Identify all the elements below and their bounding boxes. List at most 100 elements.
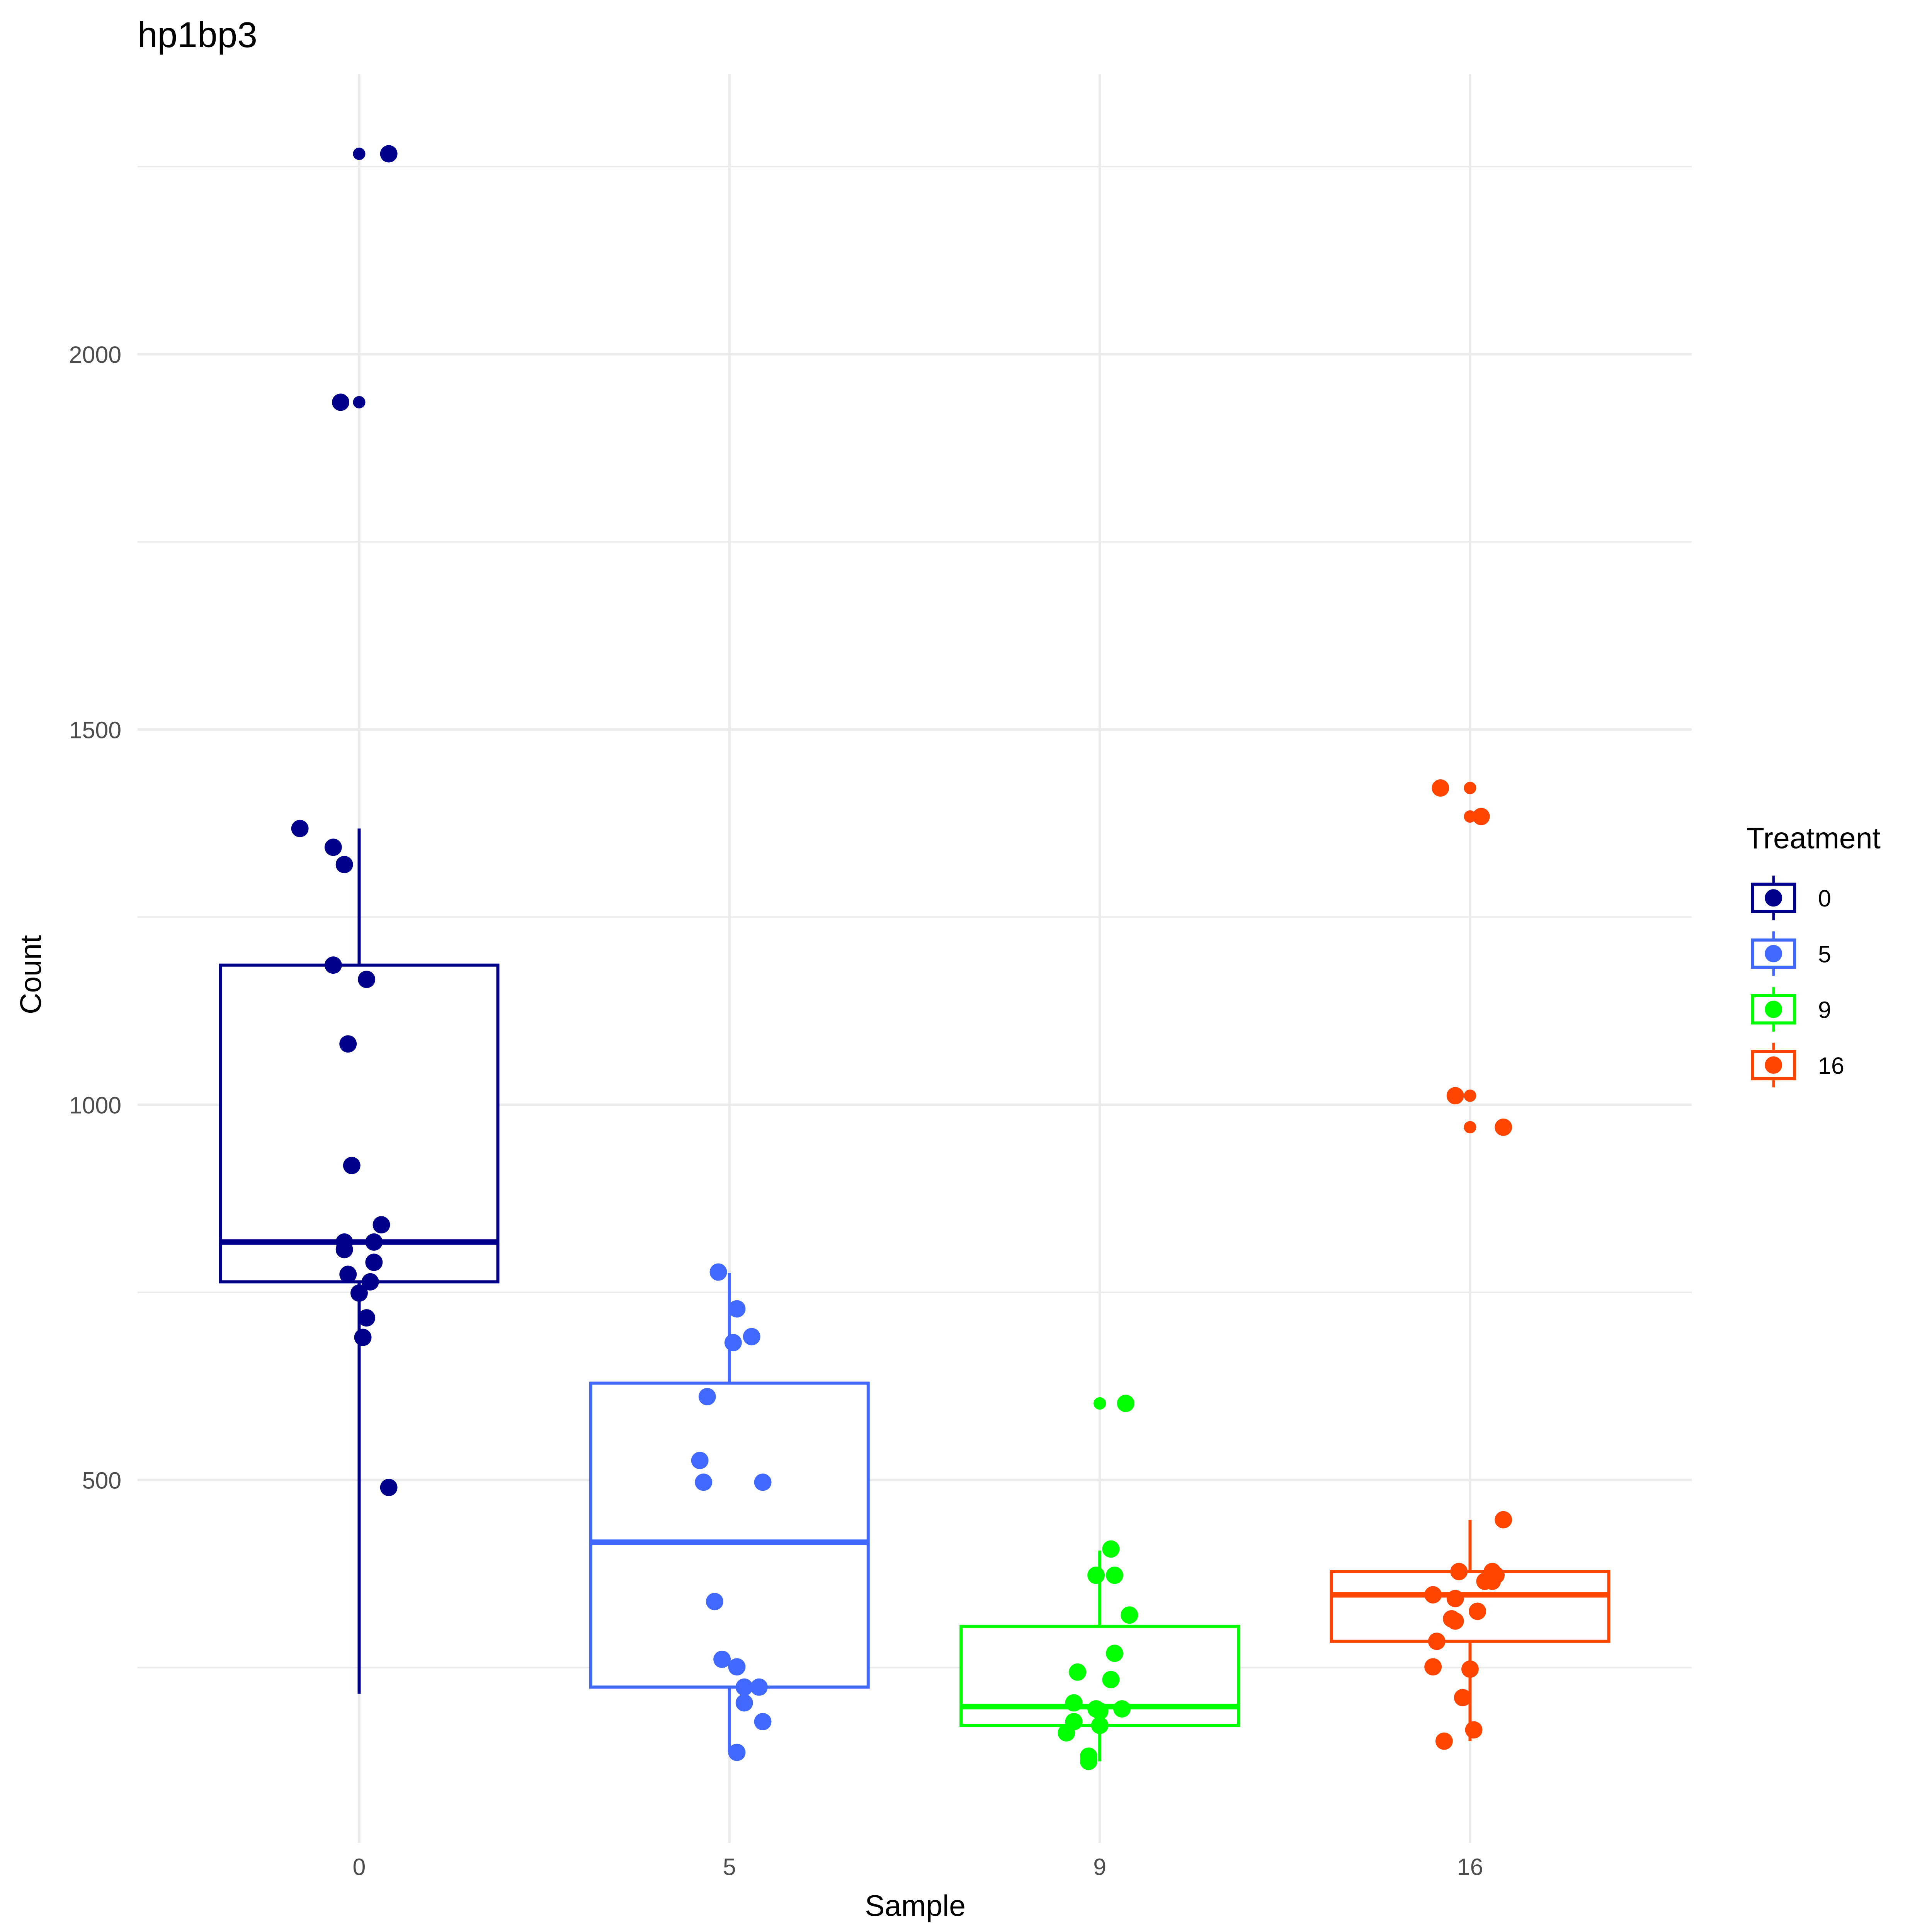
data-point — [343, 1156, 361, 1174]
y-tick-label: 1000 — [69, 1092, 121, 1118]
legend-label: 16 — [1818, 1053, 1844, 1079]
data-point — [1450, 1563, 1468, 1580]
data-point — [1461, 1660, 1479, 1678]
data-point — [1102, 1671, 1120, 1689]
data-point — [324, 956, 342, 974]
data-point — [372, 1216, 390, 1234]
legend-title: Treatment — [1746, 822, 1881, 855]
data-point — [1065, 1694, 1083, 1712]
data-point — [1117, 1395, 1134, 1412]
legend-key-point — [1765, 1056, 1782, 1074]
data-point — [735, 1678, 753, 1696]
data-point — [332, 393, 350, 411]
data-point — [750, 1678, 768, 1696]
data-point — [1446, 1590, 1464, 1607]
data-point — [1102, 1540, 1120, 1558]
data-point — [1446, 1087, 1464, 1105]
legend-key-point — [1765, 889, 1782, 907]
legend-label: 9 — [1818, 997, 1831, 1023]
data-point — [709, 1263, 727, 1281]
y-tick-label: 1500 — [69, 717, 121, 743]
data-point — [728, 1658, 746, 1676]
data-point — [335, 1241, 353, 1259]
data-point — [358, 1309, 376, 1327]
data-point — [1069, 1663, 1087, 1681]
x-tick-label: 9 — [1093, 1854, 1106, 1880]
y-tick-label: 2000 — [69, 342, 121, 368]
outlier-point — [353, 396, 366, 408]
x-tick-label: 0 — [353, 1854, 366, 1880]
y-axis-label: Count — [14, 935, 48, 1014]
data-point — [1432, 779, 1449, 797]
chart-title: hp1bp3 — [138, 15, 257, 55]
legend-key-box — [1751, 1050, 1796, 1080]
data-point — [365, 1233, 383, 1251]
outlier-point — [353, 148, 366, 160]
data-point — [1472, 808, 1490, 825]
boxes — [219, 148, 1611, 1762]
data-point — [1121, 1606, 1138, 1624]
data-point — [706, 1593, 723, 1611]
outlier-point — [1464, 1089, 1476, 1102]
data-point — [1435, 1732, 1453, 1750]
data-point — [754, 1473, 772, 1491]
x-tick-label: 5 — [723, 1854, 736, 1880]
data-point — [339, 1035, 357, 1053]
data-point — [1446, 1612, 1464, 1630]
data-point — [339, 1265, 357, 1283]
tick-labels: 500 1000 1500 2000 0 5 9 16 — [69, 342, 1483, 1880]
data-point — [1428, 1633, 1446, 1650]
data-point — [1495, 1511, 1512, 1529]
data-point — [728, 1743, 746, 1761]
data-point — [728, 1300, 746, 1318]
data-point — [713, 1650, 731, 1668]
data-point — [354, 1328, 372, 1346]
data-point — [698, 1388, 716, 1405]
data-point — [291, 820, 309, 837]
data-point — [1454, 1689, 1471, 1706]
data-point — [1113, 1700, 1131, 1718]
outlier-point — [1094, 1397, 1106, 1410]
data-point — [1106, 1566, 1123, 1584]
legend-label: 5 — [1818, 941, 1831, 967]
outlier-point — [1464, 1121, 1476, 1134]
data-point — [365, 1253, 383, 1271]
data-point — [695, 1473, 713, 1491]
data-point — [1058, 1724, 1075, 1742]
box — [219, 963, 500, 1284]
data-point — [1424, 1658, 1442, 1676]
x-tick-label: 16 — [1457, 1854, 1483, 1880]
data-point — [361, 1273, 379, 1291]
data-point — [743, 1328, 760, 1345]
legend-key-point — [1765, 1000, 1782, 1018]
points — [291, 145, 1512, 1770]
data-point — [1495, 1118, 1512, 1136]
y-tick-label: 500 — [82, 1468, 122, 1494]
data-point — [1091, 1702, 1109, 1720]
data-point — [1087, 1566, 1105, 1584]
data-point — [358, 971, 376, 988]
data-point — [335, 856, 353, 873]
data-point — [1465, 1721, 1483, 1739]
data-point — [1091, 1716, 1109, 1734]
data-point — [1424, 1586, 1442, 1604]
data-point — [324, 838, 342, 856]
legend: Treatment 0 5 9 16 — [1746, 822, 1881, 1088]
outlier-point — [1464, 782, 1476, 794]
legend-label: 0 — [1818, 885, 1831, 912]
box — [589, 1381, 870, 1689]
legend-key-point — [1765, 945, 1782, 963]
legend-key-box — [1751, 883, 1796, 913]
data-point — [380, 145, 398, 163]
x-axis-label: Sample — [865, 1889, 966, 1922]
data-point — [1469, 1602, 1486, 1620]
data-point — [1106, 1645, 1123, 1662]
data-point — [724, 1334, 742, 1352]
data-point — [1483, 1572, 1501, 1590]
box — [1330, 1570, 1611, 1643]
data-point — [380, 1479, 398, 1496]
data-point — [350, 1284, 368, 1302]
data-point — [735, 1694, 753, 1712]
data-point — [754, 1713, 772, 1730]
